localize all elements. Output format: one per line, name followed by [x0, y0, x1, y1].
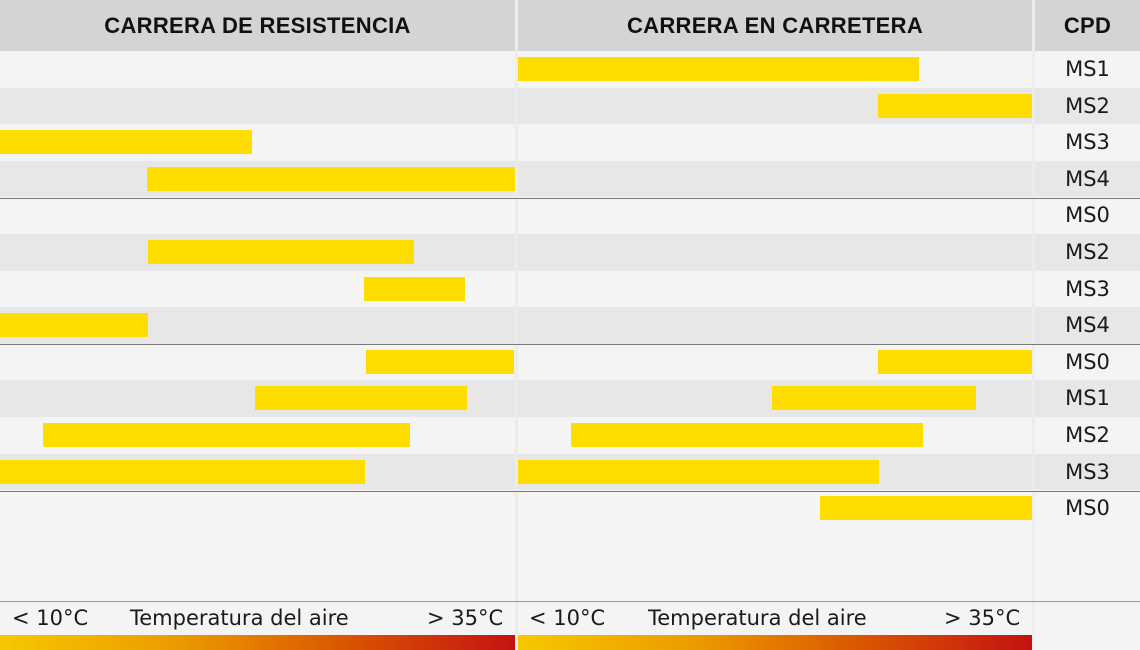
header-road: CARRERA EN CARRETERA: [518, 0, 1032, 51]
empty-area: [0, 526, 1140, 601]
column-divider-1: [515, 0, 518, 650]
endurance-bar-ms4: [146, 166, 515, 191]
legend-road-low: < 10°C: [529, 606, 606, 630]
endurance-bar-ms3: [0, 459, 366, 484]
cpd-label: MS1: [1065, 57, 1110, 81]
road-bar-ms0: [819, 496, 1032, 521]
group-divider-2: [0, 344, 1140, 345]
row-background: [0, 270, 1140, 308]
row-background: [0, 307, 1140, 345]
cpd-label: MS3: [1065, 276, 1110, 301]
road-bar-ms0: [877, 349, 1032, 374]
group-divider-1: [0, 198, 1140, 199]
cpd-label: MS1: [1065, 386, 1110, 411]
endurance-bar-ms0: [366, 349, 514, 374]
endurance-bar-ms3: [364, 276, 465, 301]
legend-endurance-title: Temperatura del aire: [130, 606, 349, 630]
road-bar-ms1: [518, 57, 919, 81]
cpd-label: MS3: [1065, 130, 1110, 155]
endurance-bar-ms2: [42, 423, 411, 447]
endurance-bar-ms3: [0, 130, 253, 155]
cpd-label: MS2: [1065, 423, 1110, 447]
cpd-label: MS2: [1065, 240, 1110, 264]
cpd-label: MS0: [1065, 203, 1110, 228]
header-endurance: CARRERA DE RESISTENCIA: [0, 0, 515, 51]
cpd-label: MS0: [1065, 496, 1110, 521]
cpd-label: MS3: [1065, 459, 1110, 484]
cpd-label: MS2: [1065, 93, 1110, 118]
cpd-label: MS4: [1065, 313, 1110, 338]
cpd-label: MS4: [1065, 166, 1110, 191]
road-bar-ms2: [570, 423, 924, 447]
legend-road-high: > 35°C: [944, 606, 1021, 630]
endurance-bar-ms2: [147, 240, 415, 264]
legend-endurance: < 10°C Temperatura del aire > 35°C: [0, 602, 515, 635]
road-bar-ms3: [518, 459, 879, 484]
header-cpd: CPD: [1035, 0, 1140, 51]
legend-endurance-high: > 35°C: [427, 606, 504, 630]
group-divider-3: [0, 491, 1140, 492]
legend-road-title: Temperatura del aire: [648, 606, 867, 630]
legend-road: < 10°C Temperatura del aire > 35°C: [518, 602, 1032, 635]
endurance-bar-ms4: [0, 313, 148, 338]
road-bar-ms2: [877, 93, 1032, 118]
temperature-gradient-endurance: [0, 635, 515, 650]
legend-top-border: [0, 601, 1140, 602]
row-background: [0, 197, 1140, 235]
cpd-label: MS0: [1065, 349, 1110, 374]
column-divider-2: [1032, 0, 1035, 650]
endurance-bar-ms1: [254, 386, 467, 411]
legend-endurance-low: < 10°C: [12, 606, 89, 630]
temperature-gradient-road: [518, 635, 1032, 650]
road-bar-ms1: [772, 386, 977, 411]
